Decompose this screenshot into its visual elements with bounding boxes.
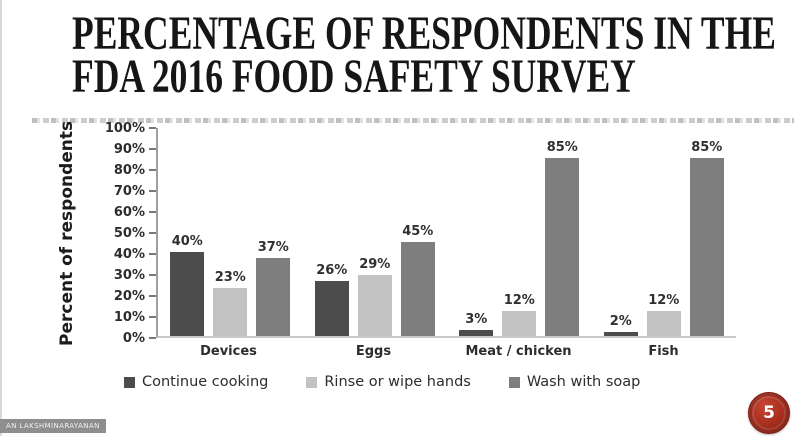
category-label-fish: Fish xyxy=(648,344,679,359)
author-watermark: AN LAKSHMINARAYANAN xyxy=(0,419,106,433)
barwrap-continue-cooking-fish: 2% xyxy=(603,313,638,336)
category-label-eggs: Eggs xyxy=(355,344,392,359)
y-tick-mark xyxy=(149,253,156,255)
y-tick-10: 10% xyxy=(114,309,156,325)
legend-label-wash-with-soap: Wash with soap xyxy=(526,374,641,390)
bar-rinse-or-wipe-hands-fish xyxy=(646,310,681,336)
y-tick-mark xyxy=(149,211,156,213)
plot-area: 40% 23% 37% 26% 29% 45% 3% 12% 85% 2% 12% 85% xyxy=(156,128,736,338)
page-number-stamp: 5 xyxy=(748,392,790,434)
value-label-wash-with-soap-eggs: 45% xyxy=(402,223,434,239)
y-tick-20: 20% xyxy=(114,288,156,304)
y-tick-label: 100% xyxy=(104,120,145,136)
barwrap-rinse-or-wipe-hands-meat-chicken: 12% xyxy=(502,292,537,336)
bar-group-devices: 40% 23% 37% xyxy=(158,128,303,336)
barwrap-continue-cooking-meat-chicken: 3% xyxy=(459,311,494,336)
value-label-continue-cooking-eggs: 26% xyxy=(316,263,348,279)
bar-rinse-or-wipe-hands-devices xyxy=(213,287,248,336)
y-tick-label: 20% xyxy=(113,288,145,304)
y-tick-mark xyxy=(149,274,156,276)
barwrap-rinse-or-wipe-hands-devices: 23% xyxy=(213,269,248,336)
y-tick-100: 100% xyxy=(105,120,156,136)
bar-continue-cooking-fish xyxy=(603,331,638,336)
legend-item-continue-cooking: Continue cooking xyxy=(124,374,268,390)
y-tick-40: 40% xyxy=(114,246,156,262)
legend-swatch-rinse-or-wipe-hands xyxy=(306,376,318,388)
bar-rinse-or-wipe-hands-eggs xyxy=(357,275,392,336)
legend-swatch-wash-with-soap xyxy=(508,376,520,388)
barwrap-rinse-or-wipe-hands-fish: 12% xyxy=(646,292,681,336)
value-label-rinse-or-wipe-hands-devices: 23% xyxy=(214,269,246,285)
value-label-rinse-or-wipe-hands-meat-chicken: 12% xyxy=(503,292,535,308)
y-tick-label: 0% xyxy=(122,330,145,346)
category-label-devices: Devices xyxy=(200,344,257,359)
bar-rinse-or-wipe-hands-meat-chicken xyxy=(502,310,537,336)
barwrap-wash-with-soap-eggs: 45% xyxy=(400,223,435,336)
y-tick-50: 50% xyxy=(114,225,156,241)
legend-item-wash-with-soap: Wash with soap xyxy=(508,374,641,390)
y-tick-mark xyxy=(149,316,156,318)
value-label-wash-with-soap-meat-chicken: 85% xyxy=(546,139,578,155)
page-number: 5 xyxy=(763,403,775,423)
bar-continue-cooking-eggs xyxy=(314,281,349,336)
bar-wash-with-soap-meat-chicken xyxy=(545,157,580,336)
barwrap-wash-with-soap-devices: 37% xyxy=(256,240,291,336)
x-axis-category-labels: Devices Eggs Meat / chicken Fish xyxy=(156,344,736,359)
y-tick-label: 50% xyxy=(113,225,145,241)
slide-title-line-2: FDA 2016 FOOD SAFETY SURVEY xyxy=(72,50,636,103)
value-label-continue-cooking-meat-chicken: 3% xyxy=(465,311,488,327)
value-label-wash-with-soap-devices: 37% xyxy=(257,240,289,256)
y-tick-mark xyxy=(149,190,156,192)
y-tick-mark xyxy=(149,127,156,129)
bar-group-fish: 2% 12% 85% xyxy=(592,128,737,336)
y-tick-mark xyxy=(149,337,156,339)
title-underline-texture xyxy=(32,118,794,123)
value-label-rinse-or-wipe-hands-eggs: 29% xyxy=(359,257,391,273)
y-tick-mark xyxy=(149,148,156,150)
barwrap-wash-with-soap-fish: 85% xyxy=(689,139,724,336)
bar-group-meat-chicken: 3% 12% 85% xyxy=(447,128,592,336)
value-label-continue-cooking-fish: 2% xyxy=(609,313,632,329)
y-tick-mark xyxy=(149,295,156,297)
y-axis-ticks: 100% 90% 80% 70% 60% 50% 40% 30% 20% 10% 0% xyxy=(66,121,156,346)
y-tick-0: 0% xyxy=(123,330,156,346)
y-tick-60: 60% xyxy=(114,204,156,220)
legend-label-continue-cooking: Continue cooking xyxy=(142,374,269,390)
bar-continue-cooking-devices xyxy=(170,252,205,336)
slide-title-line-1: PERCENTAGE OF RESPONDENTS IN THE xyxy=(72,7,776,60)
barwrap-wash-with-soap-meat-chicken: 85% xyxy=(545,139,580,336)
value-label-rinse-or-wipe-hands-fish: 12% xyxy=(648,292,680,308)
slide-left-edge xyxy=(0,0,2,436)
bar-wash-with-soap-fish xyxy=(689,157,724,336)
bar-wash-with-soap-eggs xyxy=(400,241,435,336)
y-tick-label: 60% xyxy=(113,204,145,220)
value-label-wash-with-soap-fish: 85% xyxy=(691,139,723,155)
barwrap-rinse-or-wipe-hands-eggs: 29% xyxy=(357,257,392,336)
value-label-continue-cooking-devices: 40% xyxy=(171,234,203,249)
y-tick-mark xyxy=(149,232,156,234)
y-tick-label: 90% xyxy=(113,141,145,157)
bar-wash-with-soap-devices xyxy=(256,258,291,336)
y-tick-70: 70% xyxy=(114,183,156,199)
y-tick-label: 80% xyxy=(113,162,145,178)
category-label-meat-chicken: Meat / chicken xyxy=(465,344,572,359)
legend-label-rinse-or-wipe-hands: Rinse or wipe hands xyxy=(324,374,471,390)
bar-group-eggs: 26% 29% 45% xyxy=(303,128,448,336)
y-tick-label: 70% xyxy=(113,183,145,199)
y-tick-mark xyxy=(149,169,156,171)
slide-title: PERCENTAGE OF RESPONDENTS IN THE FDA 201… xyxy=(72,7,800,103)
legend-item-rinse-or-wipe-hands: Rinse or wipe hands xyxy=(306,374,471,390)
y-tick-30: 30% xyxy=(114,267,156,283)
y-tick-label: 30% xyxy=(113,267,145,283)
y-tick-90: 90% xyxy=(114,141,156,157)
chart-legend: Continue cooking Rinse or wipe hands Wash … xyxy=(124,374,640,390)
y-tick-80: 80% xyxy=(114,162,156,178)
barwrap-continue-cooking-eggs: 26% xyxy=(314,263,349,336)
legend-swatch-continue-cooking xyxy=(124,376,135,388)
bar-continue-cooking-meat-chicken xyxy=(459,329,494,336)
y-tick-label: 10% xyxy=(113,309,145,325)
y-tick-label: 40% xyxy=(113,246,145,262)
barwrap-continue-cooking-devices: 40% xyxy=(170,234,205,336)
